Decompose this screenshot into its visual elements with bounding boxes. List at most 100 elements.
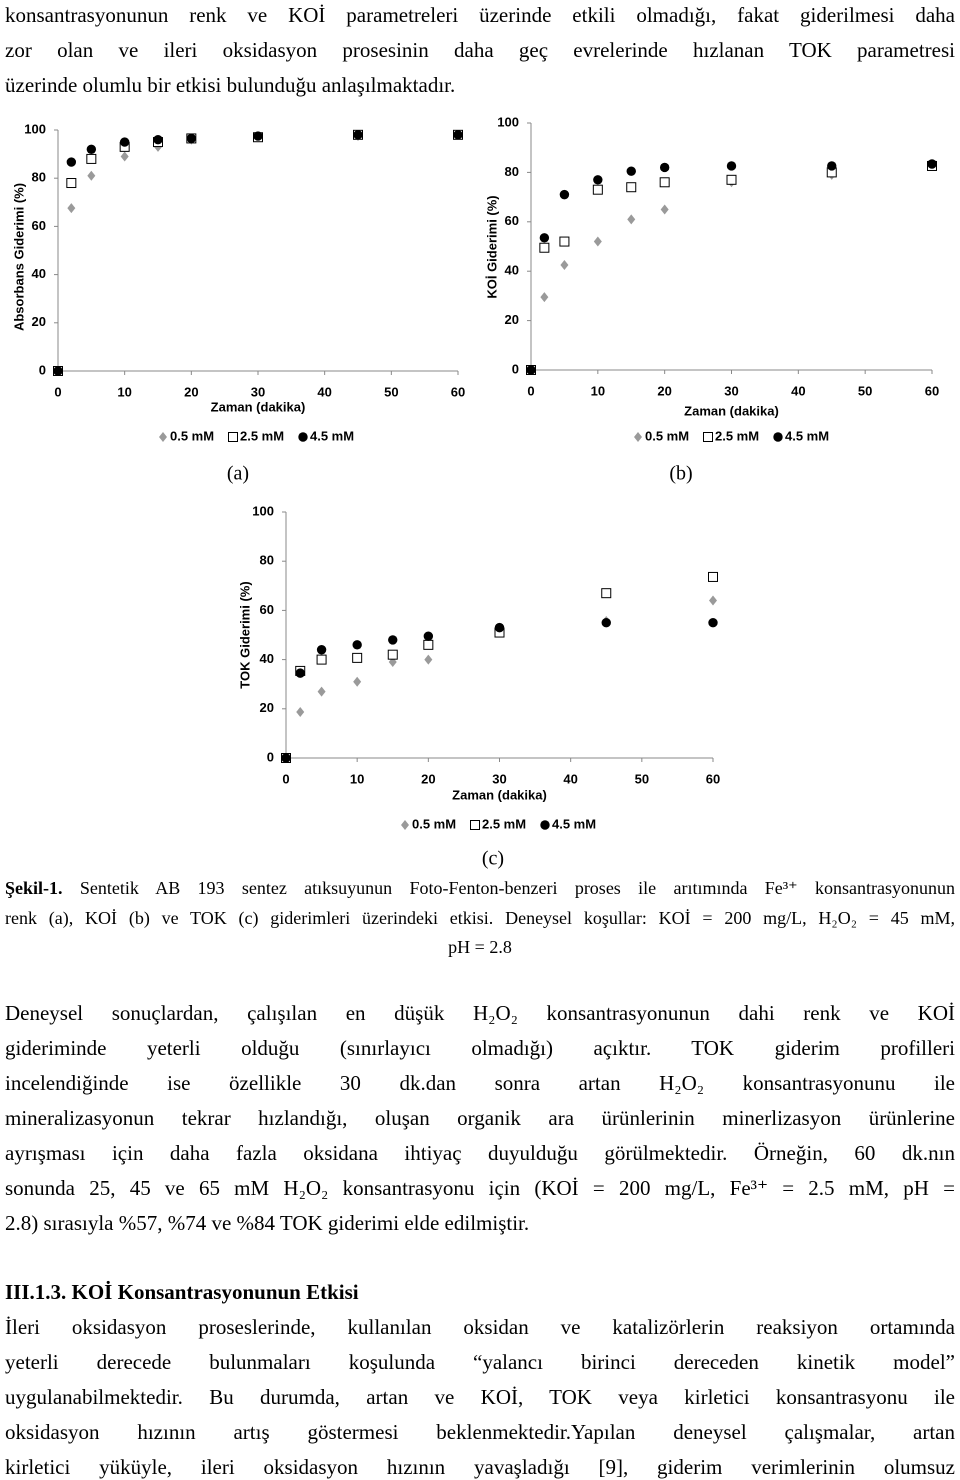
marker-square [601,588,612,599]
marker-diamond [593,236,602,247]
marker-circle [726,161,737,171]
marker-diamond [627,214,636,225]
y-tick-label: 100 [252,503,274,518]
section-heading: III.1.3. KOİ Konsantrasyonunun Etkisi [5,1280,359,1304]
paragraph-line: mineralizasyonun tekrar hızlandığı, oluş… [5,1106,955,1130]
y-tick-label: 60 [32,218,46,233]
panel-label: (a) [227,463,249,485]
marker-diamond [317,686,326,697]
x-tick-label: 20 [184,384,198,399]
marker-square [86,153,97,164]
x-axis-title: Zaman (dakika) [211,399,306,414]
legend-marker [703,432,713,442]
x-tick-label: 30 [492,771,506,786]
marker-square [539,242,550,253]
x-axis-title: Zaman (dakika) [452,787,547,802]
marker-circle [659,162,670,173]
marker-square [626,182,637,193]
marker-diamond [660,204,669,215]
y-tick-label: 80 [260,553,274,568]
marker-circle [453,130,463,140]
marker-diamond [540,292,549,303]
marker-circle [559,189,570,200]
marker-square [559,236,570,247]
marker-diamond [424,654,433,665]
x-tick-label: 10 [117,384,131,399]
paragraph-line: kirletici yüküyle, ileri oksidasyon hızı… [5,1455,955,1479]
x-tick-label: 40 [791,383,805,398]
paragraph-line: konsantrasyonunun renk ve KOİ parametrel… [5,3,955,27]
panel-label: (c) [482,848,504,870]
x-tick-label: 20 [421,771,435,786]
caption-line: Şekil-1. Sentetik AB 193 sentez atıksuyu… [5,877,955,899]
y-tick-label: 0 [39,362,46,377]
legend-marker [228,432,238,442]
marker-square [387,649,398,660]
paragraph-line: oksidasyon hızının artış göstermesi bekl… [5,1420,955,1444]
y-tick-label: 20 [32,314,46,329]
legend-label: 2.5 mM [715,428,759,443]
legend-label: 4.5 mM [785,428,829,443]
y-axis-title: TOK Giderimi (%) [237,581,252,688]
marker-circle [66,157,77,167]
marker-diamond [296,706,305,717]
x-tick-label: 10 [350,771,364,786]
y-tick-label: 40 [260,651,274,666]
marker-circle [601,618,611,628]
y-tick-label: 40 [505,263,519,278]
x-axis-title: Zaman (dakika) [684,403,779,418]
marker-circle [53,366,63,376]
x-tick-label: 40 [317,384,331,399]
marker-square [66,178,77,189]
marker-circle [153,134,163,145]
paragraph-line: İleri oksidasyon proseslerinde, kullanıl… [5,1315,955,1339]
marker-square [316,654,327,665]
x-tick-label: 30 [251,384,265,399]
marker-diamond [67,203,76,214]
marker-circle [626,166,636,176]
x-tick-label: 0 [54,384,61,399]
marker-circle [708,618,718,628]
y-tick-label: 0 [267,749,274,764]
marker-square [592,184,603,195]
legend-label: 2.5 mM [482,816,526,831]
marker-diamond [120,151,129,162]
caption-line: renk (a), KOİ (b) ve TOK (c) giderimleri… [5,908,955,928]
marker-circle [593,175,603,185]
marker-diamond [560,260,569,271]
x-tick-label: 10 [591,383,605,398]
caption-text: Sentetik AB 193 sentez atıksuyunun Foto-… [79,878,956,898]
x-tick-label: 30 [724,383,738,398]
marker-square [352,652,363,663]
paragraph-line: yeterli derecede bulunmaları koşulunda “… [5,1350,955,1374]
marker-square [659,177,670,188]
legend-label: 2.5 mM [240,428,284,443]
legend-marker [159,432,167,442]
caption-label: Şekil-1. [5,878,63,898]
y-tick-label: 80 [505,164,519,179]
y-tick-label: 80 [32,170,46,185]
y-tick-label: 100 [24,121,46,136]
marker-circle [295,668,305,678]
legend-marker [540,820,550,830]
x-tick-label: 0 [282,771,289,786]
marker-circle [119,137,130,147]
marker-circle [352,640,362,650]
x-tick-label: 0 [527,383,534,398]
y-tick-label: 60 [260,602,274,617]
legend-label: 0.5 mM [412,816,456,831]
y-tick-label: 20 [260,700,274,715]
y-tick-label: 100 [497,114,519,129]
x-tick-label: 20 [657,383,671,398]
paragraph-line: 2.8) sırasıyla %57, %74 ve %84 TOK gider… [5,1211,530,1235]
y-tick-label: 40 [32,266,46,281]
marker-circle [526,365,536,375]
marker-circle [423,631,434,641]
legend-marker [298,432,308,442]
paragraph-line: üzerinde olumlu bir etkisi bulunduğu anl… [5,73,456,97]
marker-circle [253,131,263,141]
y-tick-label: 20 [505,312,519,327]
x-tick-label: 50 [384,384,398,399]
marker-circle [353,130,363,140]
paragraph-line: uygulanabilmektedir. Bu durumda, artan v… [5,1385,955,1409]
